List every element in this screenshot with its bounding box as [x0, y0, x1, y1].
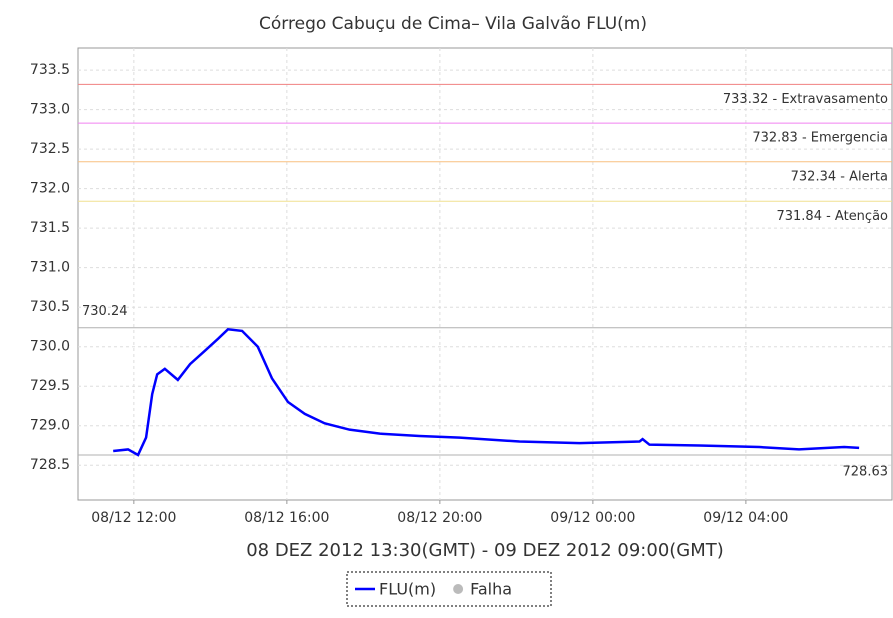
legend-label: Falha [470, 580, 512, 599]
plot-area [77, 47, 893, 501]
legend-box [346, 571, 552, 607]
y-tick-label: 733.0 [30, 102, 70, 118]
y-tick-label: 731.5 [30, 220, 70, 236]
x-tick-label: 08/12 20:00 [397, 510, 482, 526]
legend-swatch [453, 584, 464, 594]
x-tick-label: 08/12 12:00 [91, 510, 176, 526]
y-tick-label: 729.0 [30, 418, 70, 434]
chart-title: Córrego Cabuçu de Cima– Vila Galvão FLU(… [259, 14, 647, 34]
series-line [113, 328, 860, 457]
x-tick-label: 09/12 04:00 [703, 510, 788, 526]
reference-label: 732.83 - Emergencia [752, 131, 888, 146]
y-tick-label: 730.0 [30, 339, 70, 355]
y-tick-label: 732.5 [30, 141, 70, 157]
reference-label: 728.63 [843, 464, 889, 479]
reference-label: 733.32 - Extravasamento [723, 92, 888, 107]
x-tick-label: 08/12 16:00 [244, 510, 329, 526]
reference-label: 730.24 [82, 304, 128, 319]
y-tick-label: 728.5 [30, 457, 70, 473]
y-tick-label: 732.0 [30, 181, 70, 197]
x-axis-label: 08 DEZ 2012 13:30(GMT) - 09 DEZ 2012 09:… [246, 540, 724, 561]
y-tick-label: 729.5 [30, 378, 70, 394]
reference-label: 732.34 - Alerta [791, 169, 888, 184]
legend-label: FLU(m) [379, 580, 436, 599]
y-tick-label: 730.5 [30, 299, 70, 315]
x-tick-label: 09/12 00:00 [550, 510, 635, 526]
y-tick-label: 731.0 [30, 260, 70, 276]
y-tick-label: 733.5 [30, 62, 70, 78]
reference-label: 731.84 - Atenção [776, 209, 888, 224]
